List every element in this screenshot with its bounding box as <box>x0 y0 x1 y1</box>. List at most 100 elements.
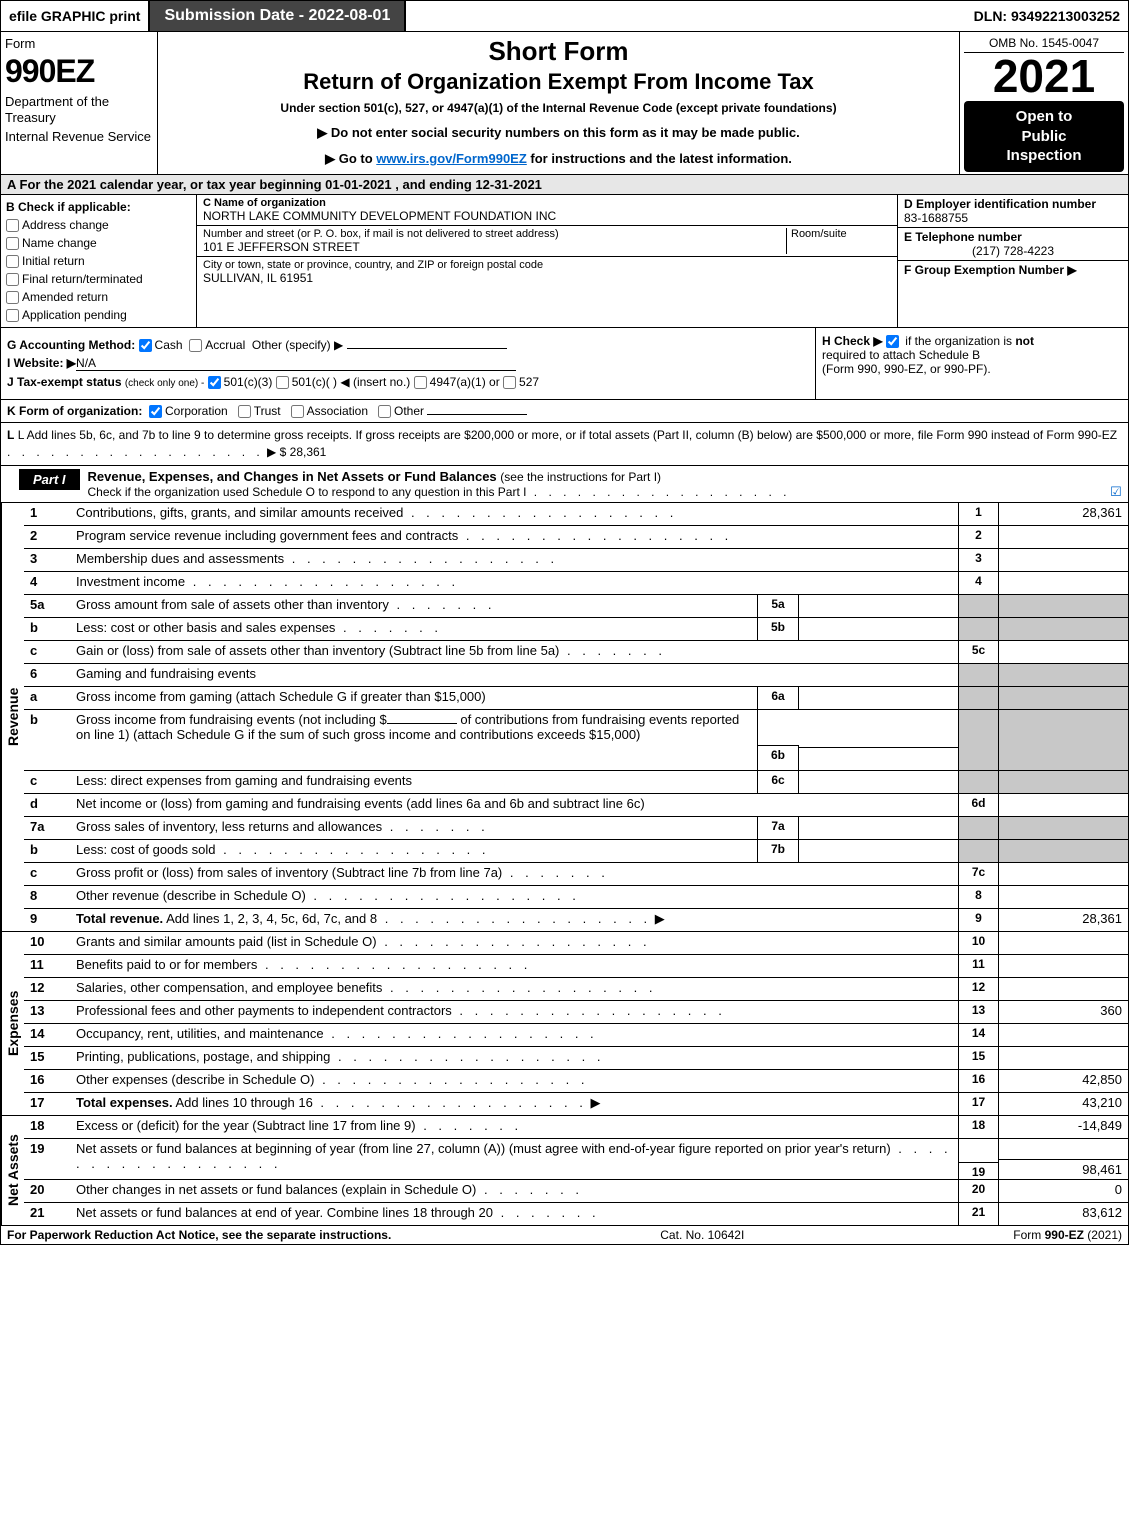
line-16: 16 Other expenses (describe in Schedule … <box>24 1069 1128 1092</box>
val-18: -14,849 <box>998 1116 1128 1138</box>
addr-label: Number and street (or P. O. box, if mail… <box>203 228 782 240</box>
chk-corp[interactable] <box>149 405 162 418</box>
instr2-link[interactable]: www.irs.gov/Form990EZ <box>376 151 527 166</box>
val-7c <box>998 863 1128 885</box>
net-assets-section: Net Assets 18 Excess or (deficit) for th… <box>0 1116 1129 1226</box>
chk-501c[interactable] <box>276 376 289 389</box>
gij-left: G Accounting Method: Cash Accrual Other … <box>1 328 816 400</box>
chk-501c3[interactable] <box>208 376 221 389</box>
val-9: 28,361 <box>998 909 1128 931</box>
section-bcd: B Check if applicable: Address change Na… <box>0 195 1129 328</box>
revenue-section: Revenue 1 Contributions, gifts, grants, … <box>0 503 1129 932</box>
line-7a: 7a Gross sales of inventory, less return… <box>24 816 1128 839</box>
line-17: 17 Total expenses. Add lines 10 through … <box>24 1092 1128 1115</box>
short-form: Short Form <box>166 36 951 67</box>
chk-final-return[interactable]: Final return/terminated <box>6 270 191 288</box>
page-footer: For Paperwork Reduction Act Notice, see … <box>0 1226 1129 1245</box>
instr2-pre: ▶ Go to <box>325 151 376 166</box>
line-9: 9 Total revenue. Add lines 1, 2, 3, 4, 5… <box>24 908 1128 931</box>
side-net-assets: Net Assets <box>1 1116 24 1225</box>
form-header: Form 990EZ Department of the Treasury In… <box>0 32 1129 175</box>
chk-h[interactable] <box>886 335 899 348</box>
val-3 <box>998 549 1128 571</box>
top-bar: efile GRAPHIC print Submission Date - 20… <box>0 0 1129 32</box>
line-g: G Accounting Method: Cash Accrual Other … <box>7 338 809 352</box>
website-value: N/A <box>76 356 516 371</box>
addr: 101 E JEFFERSON STREET <box>203 240 782 254</box>
chk-trust[interactable] <box>238 405 251 418</box>
line-7b: b Less: cost of goods sold 7b <box>24 839 1128 862</box>
line-6c: c Less: direct expenses from gaming and … <box>24 770 1128 793</box>
line-8: 8 Other revenue (describe in Schedule O)… <box>24 885 1128 908</box>
chk-initial-return[interactable]: Initial return <box>6 252 191 270</box>
line-11: 11 Benefits paid to or for members 11 <box>24 954 1128 977</box>
line-l: L L Add lines 5b, 6c, and 7b to line 9 t… <box>0 423 1129 466</box>
form-title: Return of Organization Exempt From Incom… <box>166 69 951 95</box>
dept-irs: Internal Revenue Service <box>5 129 153 145</box>
line-19: 19 Net assets or fund balances at beginn… <box>24 1138 1128 1179</box>
line-3: 3 Membership dues and assessments 3 <box>24 548 1128 571</box>
chk-other[interactable] <box>378 405 391 418</box>
line-12: 12 Salaries, other compensation, and emp… <box>24 977 1128 1000</box>
submission-date: Submission Date - 2022-08-01 <box>148 1 406 31</box>
chk-4947[interactable] <box>414 376 427 389</box>
val-10 <box>998 932 1128 954</box>
part1-tag: Part I <box>19 469 80 490</box>
open2: Public <box>966 127 1122 147</box>
val-21: 83,612 <box>998 1203 1128 1225</box>
open3: Inspection <box>966 146 1122 166</box>
ein-label: D Employer identification number <box>904 197 1122 211</box>
val-12 <box>998 978 1128 1000</box>
instr2-post: for instructions and the latest informat… <box>527 151 792 166</box>
gross-receipts: 28,361 <box>290 445 327 459</box>
side-expenses: Expenses <box>1 932 24 1115</box>
part1-title: Revenue, Expenses, and Changes in Net As… <box>80 466 1104 502</box>
val-19: 98,461 <box>999 1159 1128 1179</box>
line-15: 15 Printing, publications, postage, and … <box>24 1046 1128 1069</box>
val-17: 43,210 <box>998 1093 1128 1115</box>
efile-label[interactable]: efile GRAPHIC print <box>1 4 148 28</box>
line-2: 2 Program service revenue including gove… <box>24 525 1128 548</box>
line-10: 10 Grants and similar amounts paid (list… <box>24 932 1128 954</box>
chk-cash[interactable] <box>139 339 152 352</box>
chk-527[interactable] <box>503 376 516 389</box>
open-public-badge: Open to Public Inspection <box>964 101 1124 172</box>
expenses-section: Expenses 10 Grants and similar amounts p… <box>0 932 1129 1116</box>
line-6d: d Net income or (loss) from gaming and f… <box>24 793 1128 816</box>
val-2 <box>998 526 1128 548</box>
chk-address-change[interactable]: Address change <box>6 216 191 234</box>
line-j: J Tax-exempt status (check only one) - 5… <box>7 375 809 389</box>
val-4 <box>998 572 1128 594</box>
ein: 83-1688755 <box>904 211 1122 225</box>
org-name-label: C Name of organization <box>203 197 891 209</box>
tax-year: 2021 <box>964 53 1124 99</box>
line-6a: a Gross income from gaming (attach Sched… <box>24 686 1128 709</box>
instr-2: ▶ Go to www.irs.gov/Form990EZ for instru… <box>166 151 951 167</box>
city-label: City or town, state or province, country… <box>203 259 891 271</box>
form-word: Form <box>5 36 153 52</box>
section-def: D Employer identification number 83-1688… <box>898 195 1128 327</box>
section-a: A For the 2021 calendar year, or tax yea… <box>0 175 1129 195</box>
chk-name-change[interactable]: Name change <box>6 234 191 252</box>
line-5a: 5a Gross amount from sale of assets othe… <box>24 594 1128 617</box>
line-k: K Form of organization: Corporation Trus… <box>0 400 1129 423</box>
form-name: 990EZ <box>5 52 153 90</box>
section-b-label: B Check if applicable: <box>6 200 131 214</box>
line-6: 6 Gaming and fundraising events <box>24 663 1128 686</box>
line-5b: b Less: cost or other basis and sales ex… <box>24 617 1128 640</box>
chk-assoc[interactable] <box>291 405 304 418</box>
footer-right: Form 990-EZ (2021) <box>1013 1228 1122 1242</box>
line-13: 13 Professional fees and other payments … <box>24 1000 1128 1023</box>
open1: Open to <box>966 107 1122 127</box>
tel: (217) 728-4223 <box>904 244 1122 258</box>
line-14: 14 Occupancy, rent, utilities, and maint… <box>24 1023 1128 1046</box>
chk-amended-return[interactable]: Amended return <box>6 288 191 306</box>
val-20: 0 <box>998 1180 1128 1202</box>
part1-checkbox[interactable]: ☑ <box>1104 466 1128 500</box>
line-20: 20 Other changes in net assets or fund b… <box>24 1179 1128 1202</box>
chk-application-pending[interactable]: Application pending <box>6 306 191 324</box>
line-i: I Website: ▶N/A <box>7 356 809 371</box>
dln: DLN: 93492213003252 <box>966 4 1128 28</box>
chk-accrual[interactable] <box>189 339 202 352</box>
header-left: Form 990EZ Department of the Treasury In… <box>1 32 158 174</box>
